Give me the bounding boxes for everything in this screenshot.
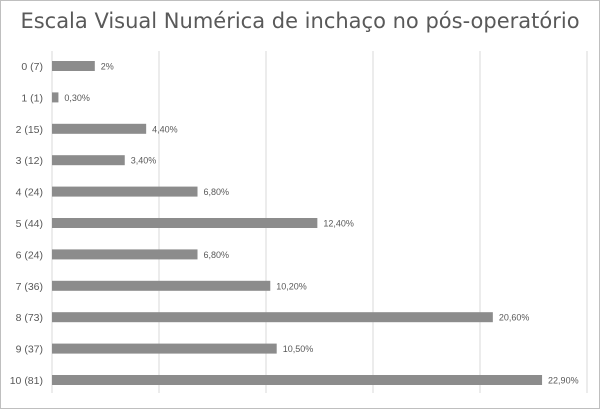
category-label: 9 (37) [16, 344, 43, 356]
category-label: 1 (1) [21, 92, 43, 104]
bar [52, 61, 95, 71]
bar [52, 92, 59, 103]
data-label: 0,30% [64, 93, 90, 103]
bar [52, 312, 493, 323]
category-label: 4 (24) [16, 187, 43, 199]
category-label: 2 (15) [16, 124, 43, 136]
category-label: 8 (73) [16, 312, 43, 324]
category-label: 10 (81) [10, 375, 43, 387]
bar [52, 280, 271, 291]
data-label: 10,50% [283, 344, 314, 354]
bar [52, 343, 277, 354]
bar [52, 123, 147, 134]
bar [52, 249, 198, 260]
data-label: 6,80% [204, 250, 230, 260]
category-label: 0 (7) [21, 61, 43, 73]
data-label: 12,40% [323, 219, 354, 229]
category-label: 5 (44) [16, 218, 43, 230]
data-label: 10,20% [276, 281, 307, 291]
category-label: 7 (36) [16, 281, 43, 293]
category-label: 6 (24) [16, 249, 43, 261]
data-label: 6,80% [204, 187, 230, 197]
data-label: 3,40% [131, 156, 157, 166]
data-label: 20,60% [499, 313, 530, 323]
data-label: 4,40% [152, 124, 178, 134]
category-label: 3 (12) [16, 155, 43, 167]
data-label: 2% [101, 62, 114, 72]
bar [52, 186, 198, 197]
bar [52, 375, 543, 385]
bar [52, 218, 318, 228]
chart-title: Escala Visual Numérica de inchaço no pós… [20, 9, 580, 33]
data-label: 22,90% [548, 376, 579, 386]
bar [52, 155, 125, 166]
